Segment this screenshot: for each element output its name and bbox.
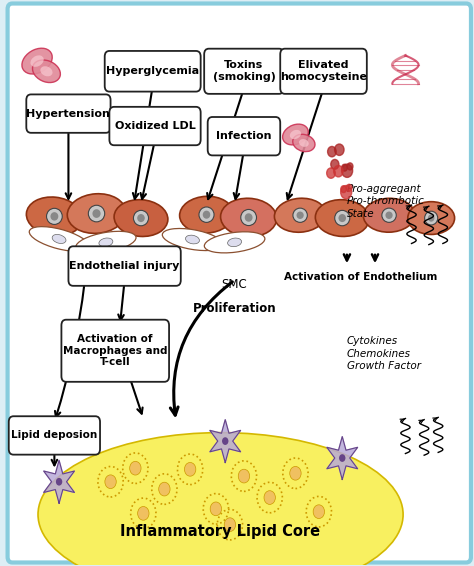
Circle shape [105, 475, 116, 488]
FancyBboxPatch shape [8, 3, 471, 563]
Text: Cytokines
Chemokines
Growth Factor: Cytokines Chemokines Growth Factor [347, 336, 421, 371]
Circle shape [313, 505, 325, 518]
Ellipse shape [27, 197, 82, 235]
Polygon shape [44, 460, 74, 503]
Circle shape [137, 507, 149, 520]
Circle shape [331, 160, 339, 169]
Circle shape [184, 462, 196, 476]
Ellipse shape [203, 211, 210, 218]
Ellipse shape [29, 226, 89, 251]
Ellipse shape [408, 201, 455, 234]
Circle shape [335, 144, 344, 156]
Polygon shape [210, 419, 241, 462]
Ellipse shape [180, 196, 233, 233]
Text: Infection: Infection [216, 131, 272, 141]
Ellipse shape [92, 209, 100, 218]
Text: Endothelial injury: Endothelial injury [69, 261, 180, 271]
Ellipse shape [52, 234, 66, 243]
Ellipse shape [33, 60, 60, 83]
Text: Oxidized LDL: Oxidized LDL [115, 121, 195, 131]
Text: SMC: SMC [222, 278, 247, 290]
Circle shape [346, 185, 352, 191]
FancyBboxPatch shape [208, 117, 280, 156]
Circle shape [328, 147, 336, 157]
Ellipse shape [76, 231, 136, 254]
Ellipse shape [50, 212, 58, 221]
Circle shape [224, 518, 236, 531]
FancyBboxPatch shape [204, 49, 284, 94]
FancyBboxPatch shape [280, 49, 367, 94]
Ellipse shape [385, 212, 392, 219]
Ellipse shape [99, 238, 113, 247]
Text: Activation of Endothelium: Activation of Endothelium [284, 272, 438, 282]
Circle shape [339, 454, 346, 462]
Circle shape [342, 164, 347, 171]
Circle shape [290, 466, 301, 480]
Text: Hyperglycemia: Hyperglycemia [106, 66, 199, 76]
Circle shape [342, 164, 353, 177]
Ellipse shape [67, 194, 126, 233]
Ellipse shape [363, 198, 415, 232]
Circle shape [130, 461, 141, 475]
Text: Activation of
Macrophages and
T-cell: Activation of Macrophages and T-cell [63, 334, 167, 367]
Circle shape [264, 491, 275, 504]
Circle shape [210, 502, 221, 516]
Ellipse shape [114, 200, 168, 237]
Circle shape [159, 482, 170, 496]
Circle shape [334, 165, 343, 177]
Ellipse shape [134, 211, 148, 226]
Ellipse shape [293, 134, 315, 152]
Text: Toxins
(smoking): Toxins (smoking) [212, 61, 275, 82]
FancyBboxPatch shape [109, 107, 201, 145]
Ellipse shape [297, 212, 304, 219]
Ellipse shape [293, 208, 307, 222]
Ellipse shape [274, 198, 326, 232]
Ellipse shape [30, 55, 44, 67]
Ellipse shape [428, 215, 435, 222]
Ellipse shape [315, 200, 369, 237]
FancyBboxPatch shape [68, 246, 181, 286]
Ellipse shape [241, 209, 256, 226]
Ellipse shape [283, 124, 308, 145]
FancyBboxPatch shape [9, 416, 100, 454]
Ellipse shape [204, 232, 265, 253]
FancyBboxPatch shape [27, 95, 110, 133]
Polygon shape [327, 436, 358, 479]
Circle shape [327, 168, 335, 178]
Ellipse shape [38, 432, 403, 566]
Ellipse shape [290, 130, 301, 139]
Text: Inflammatory Lipid Core: Inflammatory Lipid Core [120, 524, 320, 539]
Text: Lipid deposion: Lipid deposion [11, 431, 98, 440]
FancyBboxPatch shape [62, 320, 169, 382]
Ellipse shape [137, 214, 145, 222]
Ellipse shape [199, 207, 214, 222]
Text: Hypertension: Hypertension [27, 109, 110, 119]
Ellipse shape [88, 205, 105, 222]
Ellipse shape [220, 198, 277, 237]
Text: Proliferation: Proliferation [193, 302, 276, 315]
Ellipse shape [245, 213, 253, 222]
Ellipse shape [228, 238, 242, 247]
Ellipse shape [335, 211, 350, 226]
Ellipse shape [185, 235, 200, 244]
Circle shape [341, 186, 352, 199]
Circle shape [222, 437, 228, 445]
FancyBboxPatch shape [105, 51, 201, 92]
Ellipse shape [425, 211, 438, 225]
Ellipse shape [46, 208, 62, 225]
Circle shape [56, 478, 62, 486]
Text: Elivated
homocysteine: Elivated homocysteine [280, 61, 367, 82]
Ellipse shape [22, 48, 52, 74]
Ellipse shape [162, 229, 223, 251]
Ellipse shape [382, 208, 396, 222]
Ellipse shape [40, 66, 53, 76]
Ellipse shape [299, 139, 309, 147]
Circle shape [341, 186, 346, 192]
Ellipse shape [338, 214, 346, 222]
Circle shape [238, 469, 250, 483]
Circle shape [347, 163, 353, 170]
Text: Pro-aggregant
Pro-thrombotic
State: Pro-aggregant Pro-thrombotic State [347, 184, 425, 218]
